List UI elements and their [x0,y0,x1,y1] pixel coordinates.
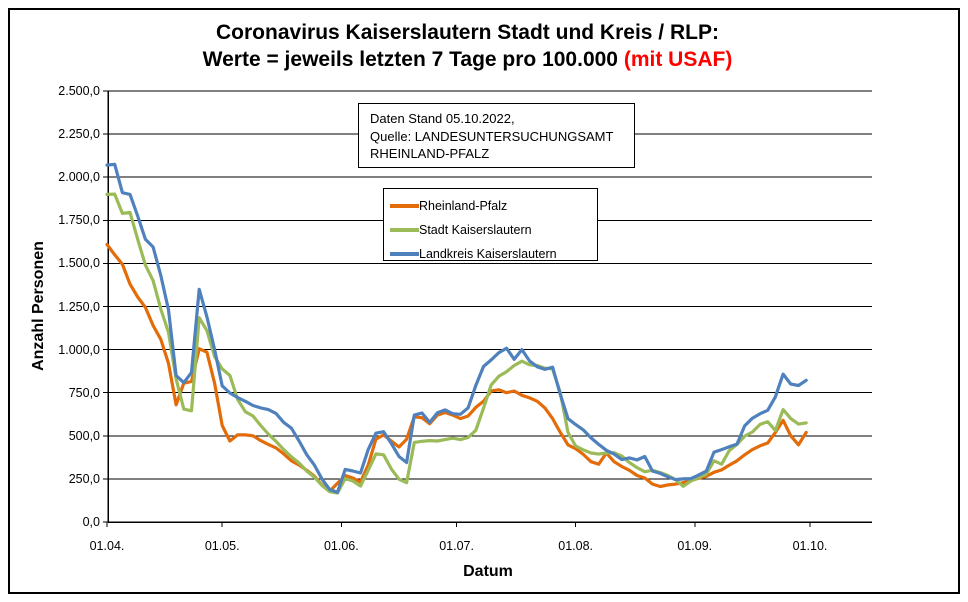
legend-swatch-icon [390,204,419,208]
x-tick-label: 01.05. [204,539,240,553]
y-tick-label: 500,0 [68,428,100,443]
y-tick-label: 2.500,0 [58,84,100,98]
chart-title-line1: Coronavirus Kaiserslautern Stadt und Kre… [216,21,719,44]
y-tick-label: 1.500,0 [58,256,100,271]
y-tick-label: 1.750,0 [58,213,100,228]
info-box-line: RHEINLAND-PFALZ [370,146,490,161]
legend: Rheinland-Pfalz Stadt Kaiserslautern Landk… [383,188,598,261]
legend-label: Landkreis Kaiserslautern [419,247,557,261]
outer-border [8,8,960,594]
y-axis-title: Anzahl Personen [30,241,47,371]
chart-title-line2: Werte = jeweils letzten 7 Tage pro 100.0… [0,46,935,73]
x-tick-label: 01.07. [439,539,474,553]
x-tick-label: 01.04. [89,539,125,553]
legend-item: Landkreis Kaiserslautern [390,242,597,266]
y-tick-label: 250,0 [68,471,100,486]
chart-title: Coronavirus Kaiserslautern Stadt und Kre… [0,19,935,73]
legend-swatch-icon [390,228,419,232]
legend-item: Stadt Kaiserslautern [390,218,597,242]
info-box-line: Daten Stand 05.10.2022, [370,111,515,126]
legend-swatch-icon [390,252,419,256]
series-line-stadt-kaiserslautern [105,192,808,495]
info-box: Daten Stand 05.10.2022, Quelle: LANDESUN… [358,103,635,168]
series-line-rheinland-pfalz [105,242,808,493]
series-line-landkreis-kaiserslautern [105,162,808,494]
x-tick-label: 01.08. [558,539,594,553]
y-tick-label: 1.250,0 [58,299,100,314]
y-tick-label: 1.000,0 [58,342,100,357]
legend-label: Rheinland-Pfalz [419,199,508,213]
y-tick-label: 2.000,0 [58,170,100,185]
x-tick-label: 01.10. [792,539,828,553]
x-axis-title: Datum [463,563,513,580]
chart-title-usaf-note: (mit USAF) [623,48,733,71]
info-box-line: Quelle: LANDESUNTERSUCHUNGSAMT [370,128,614,144]
y-tick-label: 0,0 [82,515,100,529]
x-tick-label: 01.06. [323,539,359,553]
legend-label: Stadt Kaiserslautern [419,223,532,237]
y-tick-label: 2.250,0 [58,127,100,142]
chart-title-line2-text: Werte = jeweils letzten 7 Tage pro 100.0… [202,48,624,71]
legend-item: Rheinland-Pfalz [390,194,597,218]
y-tick-label: 750,0 [68,385,100,400]
x-tick-label: 01.09. [677,539,713,553]
